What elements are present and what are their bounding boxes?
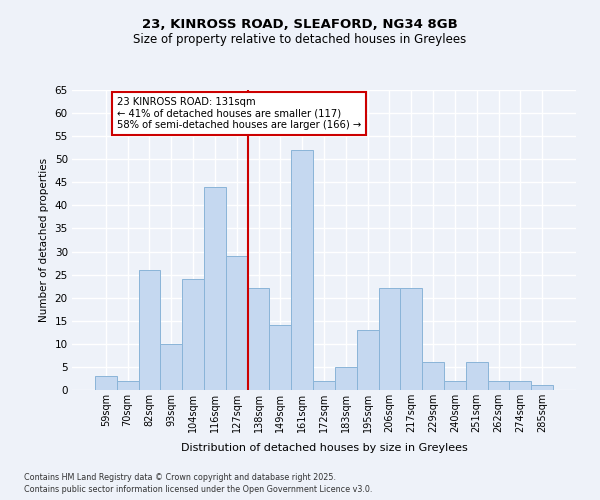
Bar — [269, 326, 291, 390]
Bar — [204, 187, 226, 390]
Bar — [488, 381, 509, 390]
Bar — [444, 381, 466, 390]
Bar — [422, 362, 444, 390]
Bar — [160, 344, 182, 390]
Y-axis label: Number of detached properties: Number of detached properties — [39, 158, 49, 322]
Bar — [379, 288, 400, 390]
Bar — [182, 279, 204, 390]
Text: Contains public sector information licensed under the Open Government Licence v3: Contains public sector information licen… — [24, 485, 373, 494]
Bar — [466, 362, 488, 390]
Text: 23, KINROSS ROAD, SLEAFORD, NG34 8GB: 23, KINROSS ROAD, SLEAFORD, NG34 8GB — [142, 18, 458, 30]
Text: Size of property relative to detached houses in Greylees: Size of property relative to detached ho… — [133, 32, 467, 46]
Bar — [509, 381, 531, 390]
Text: 23 KINROSS ROAD: 131sqm
← 41% of detached houses are smaller (117)
58% of semi-d: 23 KINROSS ROAD: 131sqm ← 41% of detache… — [117, 97, 361, 130]
Bar — [291, 150, 313, 390]
Bar — [313, 381, 335, 390]
Bar — [531, 386, 553, 390]
Bar — [117, 381, 139, 390]
Bar — [95, 376, 117, 390]
Bar — [226, 256, 248, 390]
X-axis label: Distribution of detached houses by size in Greylees: Distribution of detached houses by size … — [181, 444, 467, 454]
Bar — [357, 330, 379, 390]
Bar — [335, 367, 357, 390]
Bar — [400, 288, 422, 390]
Bar — [248, 288, 269, 390]
Bar — [139, 270, 160, 390]
Text: Contains HM Land Registry data © Crown copyright and database right 2025.: Contains HM Land Registry data © Crown c… — [24, 472, 336, 482]
